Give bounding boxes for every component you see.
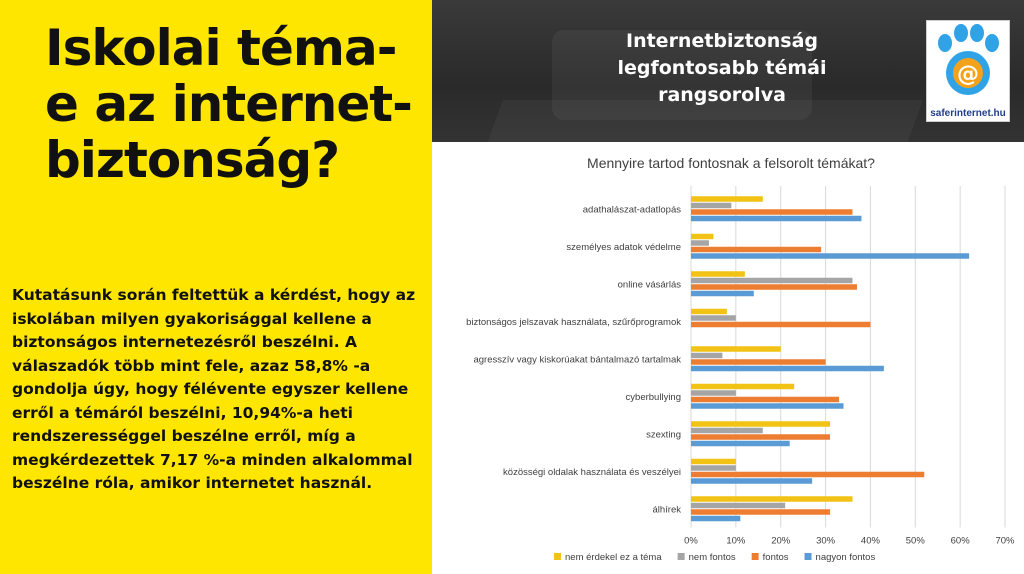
banner-background-shape — [552, 30, 812, 120]
chart-title: Mennyire tartod fontosnak a felsorolt té… — [587, 155, 875, 171]
legend-swatch — [804, 553, 812, 560]
category-labels: adathalászat-adatlopás személyes adatok v… — [466, 204, 681, 515]
bar — [691, 434, 831, 440]
bar — [691, 440, 790, 447]
bar — [691, 421, 831, 427]
x-tick-label: 60% — [951, 536, 971, 547]
bar — [691, 284, 857, 290]
bar — [691, 478, 813, 484]
bar — [691, 396, 840, 403]
category-label: adathalászat-adatlopás — [583, 204, 681, 215]
bar — [691, 471, 925, 478]
bar — [691, 233, 714, 240]
bar-chart: Mennyire tartod fontosnak a felsorolt té… — [466, 155, 1015, 563]
x-tick-label: 30% — [816, 536, 836, 547]
chart-area: Mennyire tartod fontosnak a felsorolt té… — [432, 142, 1024, 574]
bar — [691, 515, 741, 522]
legend-item: fontos — [751, 552, 789, 563]
legend-label: nem érdekel ez a téma — [565, 552, 662, 563]
body-text: Kutatásunk során feltettük a kérdést, ho… — [12, 286, 416, 492]
bar — [691, 253, 970, 259]
bar — [691, 403, 844, 409]
legend-item: nem érdekel ez a téma — [554, 552, 662, 563]
category-label: közösségi oldalak használata és veszélye… — [503, 467, 681, 478]
svg-text:@: @ — [957, 62, 979, 87]
bar — [691, 196, 763, 202]
legend-swatch — [751, 553, 759, 560]
x-tick-label: 50% — [906, 536, 926, 547]
category-label: személyes adatok védelme — [566, 242, 681, 253]
bar — [691, 502, 786, 509]
bar — [691, 458, 736, 465]
bar — [691, 277, 853, 284]
category-label: álhírek — [652, 504, 681, 515]
bar — [691, 465, 736, 471]
x-tick-label: 40% — [861, 536, 881, 547]
bar — [691, 383, 795, 390]
bar — [691, 271, 745, 277]
bar — [691, 315, 736, 321]
bar — [691, 308, 727, 315]
bar — [691, 390, 736, 396]
legend-label: nagyon fontos — [816, 552, 876, 563]
x-tick-label: 20% — [771, 536, 791, 547]
x-tick-labels: 0% 10% 20% 30% 40% 50% 60% 70% — [684, 536, 1015, 547]
bar — [691, 215, 862, 222]
legend-swatch — [677, 553, 685, 560]
banner-title: Internetbiztonság legfontosabb témái ran… — [617, 30, 827, 106]
bar — [691, 240, 709, 246]
category-label: cyberbullying — [626, 392, 681, 403]
legend-item: nem fontos — [677, 552, 736, 563]
bar — [691, 202, 732, 209]
bar — [691, 427, 763, 434]
x-tick-label: 70% — [995, 536, 1015, 547]
bar — [691, 346, 781, 352]
bar — [691, 365, 884, 372]
bar — [691, 246, 822, 253]
bar — [691, 496, 853, 502]
x-tick-label: 0% — [684, 536, 698, 547]
category-label: szexting — [646, 429, 681, 440]
left-panel: Iskolai téma-e az internet-biztonság? Ku… — [0, 0, 432, 574]
x-tick-label: 10% — [726, 536, 746, 547]
bar — [691, 509, 831, 515]
logo-text: saferinternet.hu — [930, 108, 1006, 119]
legend-swatch — [554, 553, 561, 560]
paw-at-sign-icon: @ — [938, 24, 999, 95]
bar-layer — [691, 196, 970, 522]
bar — [691, 209, 853, 215]
category-label: online vásárlás — [618, 279, 682, 290]
category-label: biztonságos jelszavak használata, szűrőp… — [466, 317, 681, 328]
banner: Internetbiztonság legfontosabb témái ran… — [432, 0, 1024, 142]
bar — [691, 321, 871, 328]
legend-label: fontos — [763, 552, 789, 563]
headline: Iskolai téma-e az internet-biztonság? — [45, 19, 413, 189]
category-label: agresszív vagy kiskorúakat bántalmazó ta… — [473, 354, 681, 365]
legend: nem érdekel ez a téma nem fontos fontos nag… — [554, 552, 875, 563]
bar — [691, 290, 754, 297]
bar — [691, 352, 723, 359]
legend-item: nagyon fontos — [804, 552, 876, 563]
legend-label: nem fontos — [689, 552, 736, 563]
bar — [691, 359, 826, 365]
saferinternet-logo: @ saferinternet.hu — [926, 20, 1010, 122]
